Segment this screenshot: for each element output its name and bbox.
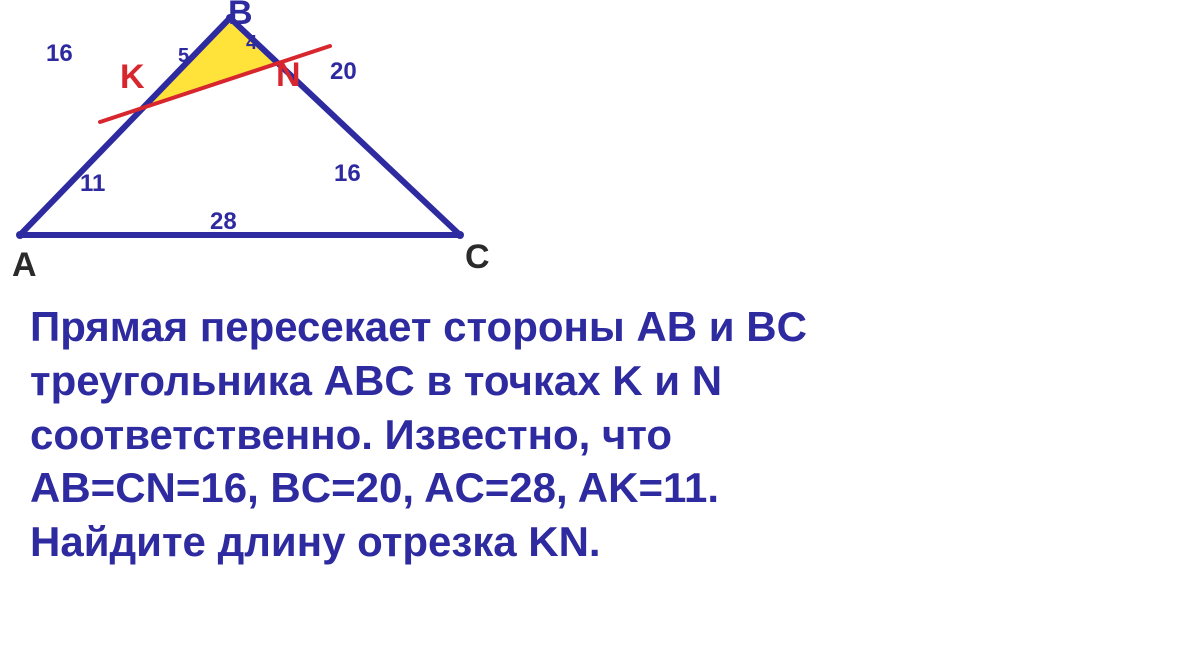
highlight-triangle-kbn <box>143 18 278 108</box>
vertex-label-n: N <box>276 56 301 95</box>
problem-line-2: треугольника ABC в точках K и N <box>30 354 1150 408</box>
side-label-ab: 16 <box>46 40 73 68</box>
side-label-bc: 20 <box>330 58 357 86</box>
problem-line-4: AB=CN=16, BC=20, AC=28, AK=11. <box>30 461 1150 515</box>
side-label-bn: 4 <box>246 32 257 55</box>
figure-canvas: A B C K N 16 11 5 4 20 16 28 Прямая пере… <box>0 0 1200 656</box>
side-label-ac: 28 <box>210 208 237 236</box>
side-label-ak: 11 <box>80 170 105 198</box>
problem-line-5: Найдите длину отрезка KN. <box>30 515 1150 569</box>
vertex-label-c: C <box>465 238 490 277</box>
vertex-label-b: B <box>228 0 253 33</box>
vertex-c-dot <box>456 231 464 239</box>
vertex-label-a: A <box>12 246 37 285</box>
problem-line-3: соответственно. Известно, что <box>30 408 1150 462</box>
side-label-kb: 5 <box>178 45 189 68</box>
problem-line-1: Прямая пересекает стороны AB и BC <box>30 300 1150 354</box>
side-label-nc: 16 <box>334 160 361 188</box>
problem-text: Прямая пересекает стороны AB и BC треуго… <box>30 300 1150 569</box>
vertex-a-dot <box>16 231 24 239</box>
vertex-label-k: K <box>120 58 145 97</box>
